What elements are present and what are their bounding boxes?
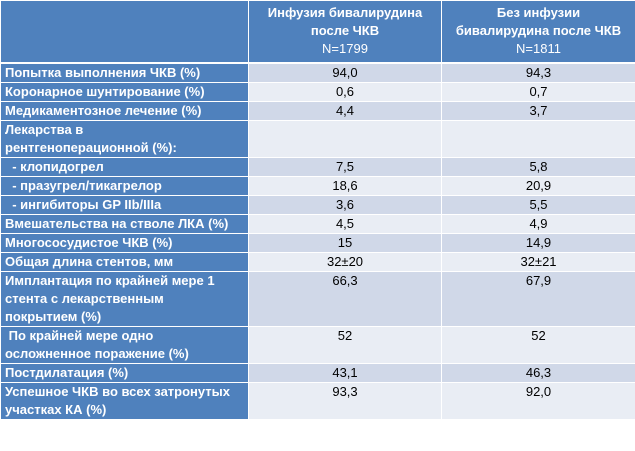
row-label: Имплантация по крайней мере 1 стента с ле… (0, 270, 249, 327)
value-no-bivalirudin (441, 119, 635, 158)
value-bivalirudin: 66,3 (248, 270, 442, 327)
table-row: Постдилатация (%) 43,1 46,3 (0, 362, 635, 383)
row-label-line: покрытием (%) (5, 308, 102, 324)
row-label: Успешное ЧКВ во всех затронутых участках … (0, 381, 249, 420)
value-no-bivalirudin: 67,9 (441, 270, 635, 327)
value-no-bivalirudin: 92,0 (441, 381, 635, 420)
row-label-line: рентгеноперационной (%): (5, 139, 177, 155)
table-row: - празугрел/тикагрелор 18,6 20,9 (0, 175, 635, 196)
header-row: Инфузия бивалирудина после ЧКВ N=1799 Бе… (0, 0, 635, 64)
table-body: Попытка выполнения ЧКВ (%) 94,0 94,3 Корона… (0, 62, 635, 420)
table-row: Успешное ЧКВ во всех затронутых участках … (0, 381, 635, 420)
value-no-bivalirudin: 4,9 (441, 213, 635, 234)
table-row: Вмешательства на стволе ЛКА (%) 4,5 4,9 (0, 213, 635, 234)
value-bivalirudin: 0,6 (248, 81, 442, 102)
row-label-line: стента с лекарственным (5, 290, 164, 306)
row-label: Общая длина стентов, мм (0, 251, 249, 272)
row-label-line: Общая длина стентов, мм (5, 253, 174, 269)
value-bivalirudin: 4,5 (248, 213, 442, 234)
header-no-bivalirudin-title-1: Без инфузии (496, 5, 581, 21)
table-row: Лекарства в рентгеноперационной (%): (0, 119, 635, 158)
value-bivalirudin: 94,0 (248, 62, 442, 83)
value-no-bivalirudin: 52 (441, 325, 635, 364)
table-row: Имплантация по крайней мере 1 стента с ле… (0, 270, 635, 327)
value-bivalirudin: 18,6 (248, 175, 442, 196)
row-label-line: осложненное поражение (%) (5, 345, 189, 361)
row-label-line: участках КА (%) (5, 401, 107, 417)
row-label: Постдилатация (%) (0, 362, 249, 383)
header-bivalirudin-n: N=1799 (322, 41, 368, 57)
header-bivalirudin: Инфузия бивалирудина после ЧКВ N=1799 (248, 0, 442, 64)
header-empty-cell (0, 0, 249, 64)
row-label: По крайней мере одно осложненное поражени… (0, 325, 249, 364)
value-no-bivalirudin: 46,3 (441, 362, 635, 383)
table-row: Медикаментозное лечение (%) 4,4 3,7 (0, 100, 635, 121)
header-no-bivalirudin: Без инфузии бивалирудина после ЧКВ N=181… (441, 0, 635, 64)
table-row: Попытка выполнения ЧКВ (%) 94,0 94,3 (0, 62, 635, 83)
table-row: Коронарное шунтирование (%) 0,6 0,7 (0, 81, 635, 102)
table-row: - ингибиторы GP IIb/IIIa 3,6 5,5 (0, 194, 635, 215)
row-label-line: Вмешательства на стволе ЛКА (%) (5, 215, 229, 231)
row-label: Лекарства в рентгеноперационной (%): (0, 119, 249, 158)
header-bivalirudin-title-1: Инфузия бивалирудина (267, 5, 423, 21)
row-label-line: Постдилатация (%) (5, 364, 129, 380)
value-bivalirudin: 7,5 (248, 156, 442, 177)
table-row: - клопидогрел 7,5 5,8 (0, 156, 635, 177)
row-label: - празугрел/тикагрелор (0, 175, 249, 196)
row-label-line: Коронарное шунтирование (%) (5, 83, 205, 99)
value-bivalirudin (248, 119, 442, 158)
comparison-table: Инфузия бивалирудина после ЧКВ N=1799 Бе… (0, 0, 635, 420)
row-label-line: Многососудистое ЧКВ (%) (5, 234, 173, 250)
row-label-line: По крайней мере одно (5, 327, 154, 343)
table-row: По крайней мере одно осложненное поражени… (0, 325, 635, 364)
row-label-line: Лекарства в (5, 121, 84, 137)
value-no-bivalirudin: 94,3 (441, 62, 635, 83)
table-row: Общая длина стентов, мм 32±20 32±21 (0, 251, 635, 272)
value-bivalirudin: 3,6 (248, 194, 442, 215)
row-label: Медикаментозное лечение (%) (0, 100, 249, 121)
row-label-line: Попытка выполнения ЧКВ (%) (5, 64, 201, 80)
value-bivalirudin: 43,1 (248, 362, 442, 383)
row-label: Многососудистое ЧКВ (%) (0, 232, 249, 253)
table-row: Многососудистое ЧКВ (%) 15 14,9 (0, 232, 635, 253)
value-no-bivalirudin: 14,9 (441, 232, 635, 253)
value-no-bivalirudin: 5,5 (441, 194, 635, 215)
row-label-line: - ингибиторы GP IIb/IIIa (5, 196, 162, 212)
value-no-bivalirudin: 20,9 (441, 175, 635, 196)
row-label: Попытка выполнения ЧКВ (%) (0, 62, 249, 83)
row-label: Вмешательства на стволе ЛКА (%) (0, 213, 249, 234)
value-no-bivalirudin: 3,7 (441, 100, 635, 121)
row-label-line: Имплантация по крайней мере 1 (5, 272, 215, 288)
row-label-line: - клопидогрел (5, 158, 104, 174)
header-bivalirudin-title-2: после ЧКВ (310, 23, 380, 39)
value-no-bivalirudin: 32±21 (441, 251, 635, 272)
row-label-line: Успешное ЧКВ во всех затронутых (5, 383, 230, 399)
row-label-line: Медикаментозное лечение (%) (5, 102, 202, 118)
row-label: Коронарное шунтирование (%) (0, 81, 249, 102)
value-bivalirudin: 15 (248, 232, 442, 253)
value-bivalirudin: 52 (248, 325, 442, 364)
row-label: - ингибиторы GP IIb/IIIa (0, 194, 249, 215)
value-no-bivalirudin: 0,7 (441, 81, 635, 102)
value-bivalirudin: 93,3 (248, 381, 442, 420)
value-no-bivalirudin: 5,8 (441, 156, 635, 177)
value-bivalirudin: 32±20 (248, 251, 442, 272)
row-label-line: - празугрел/тикагрелор (5, 177, 162, 193)
header-no-bivalirudin-title-2: бивалирудина после ЧКВ (455, 23, 622, 39)
header-no-bivalirudin-n: N=1811 (516, 41, 561, 57)
row-label: - клопидогрел (0, 156, 249, 177)
value-bivalirudin: 4,4 (248, 100, 442, 121)
